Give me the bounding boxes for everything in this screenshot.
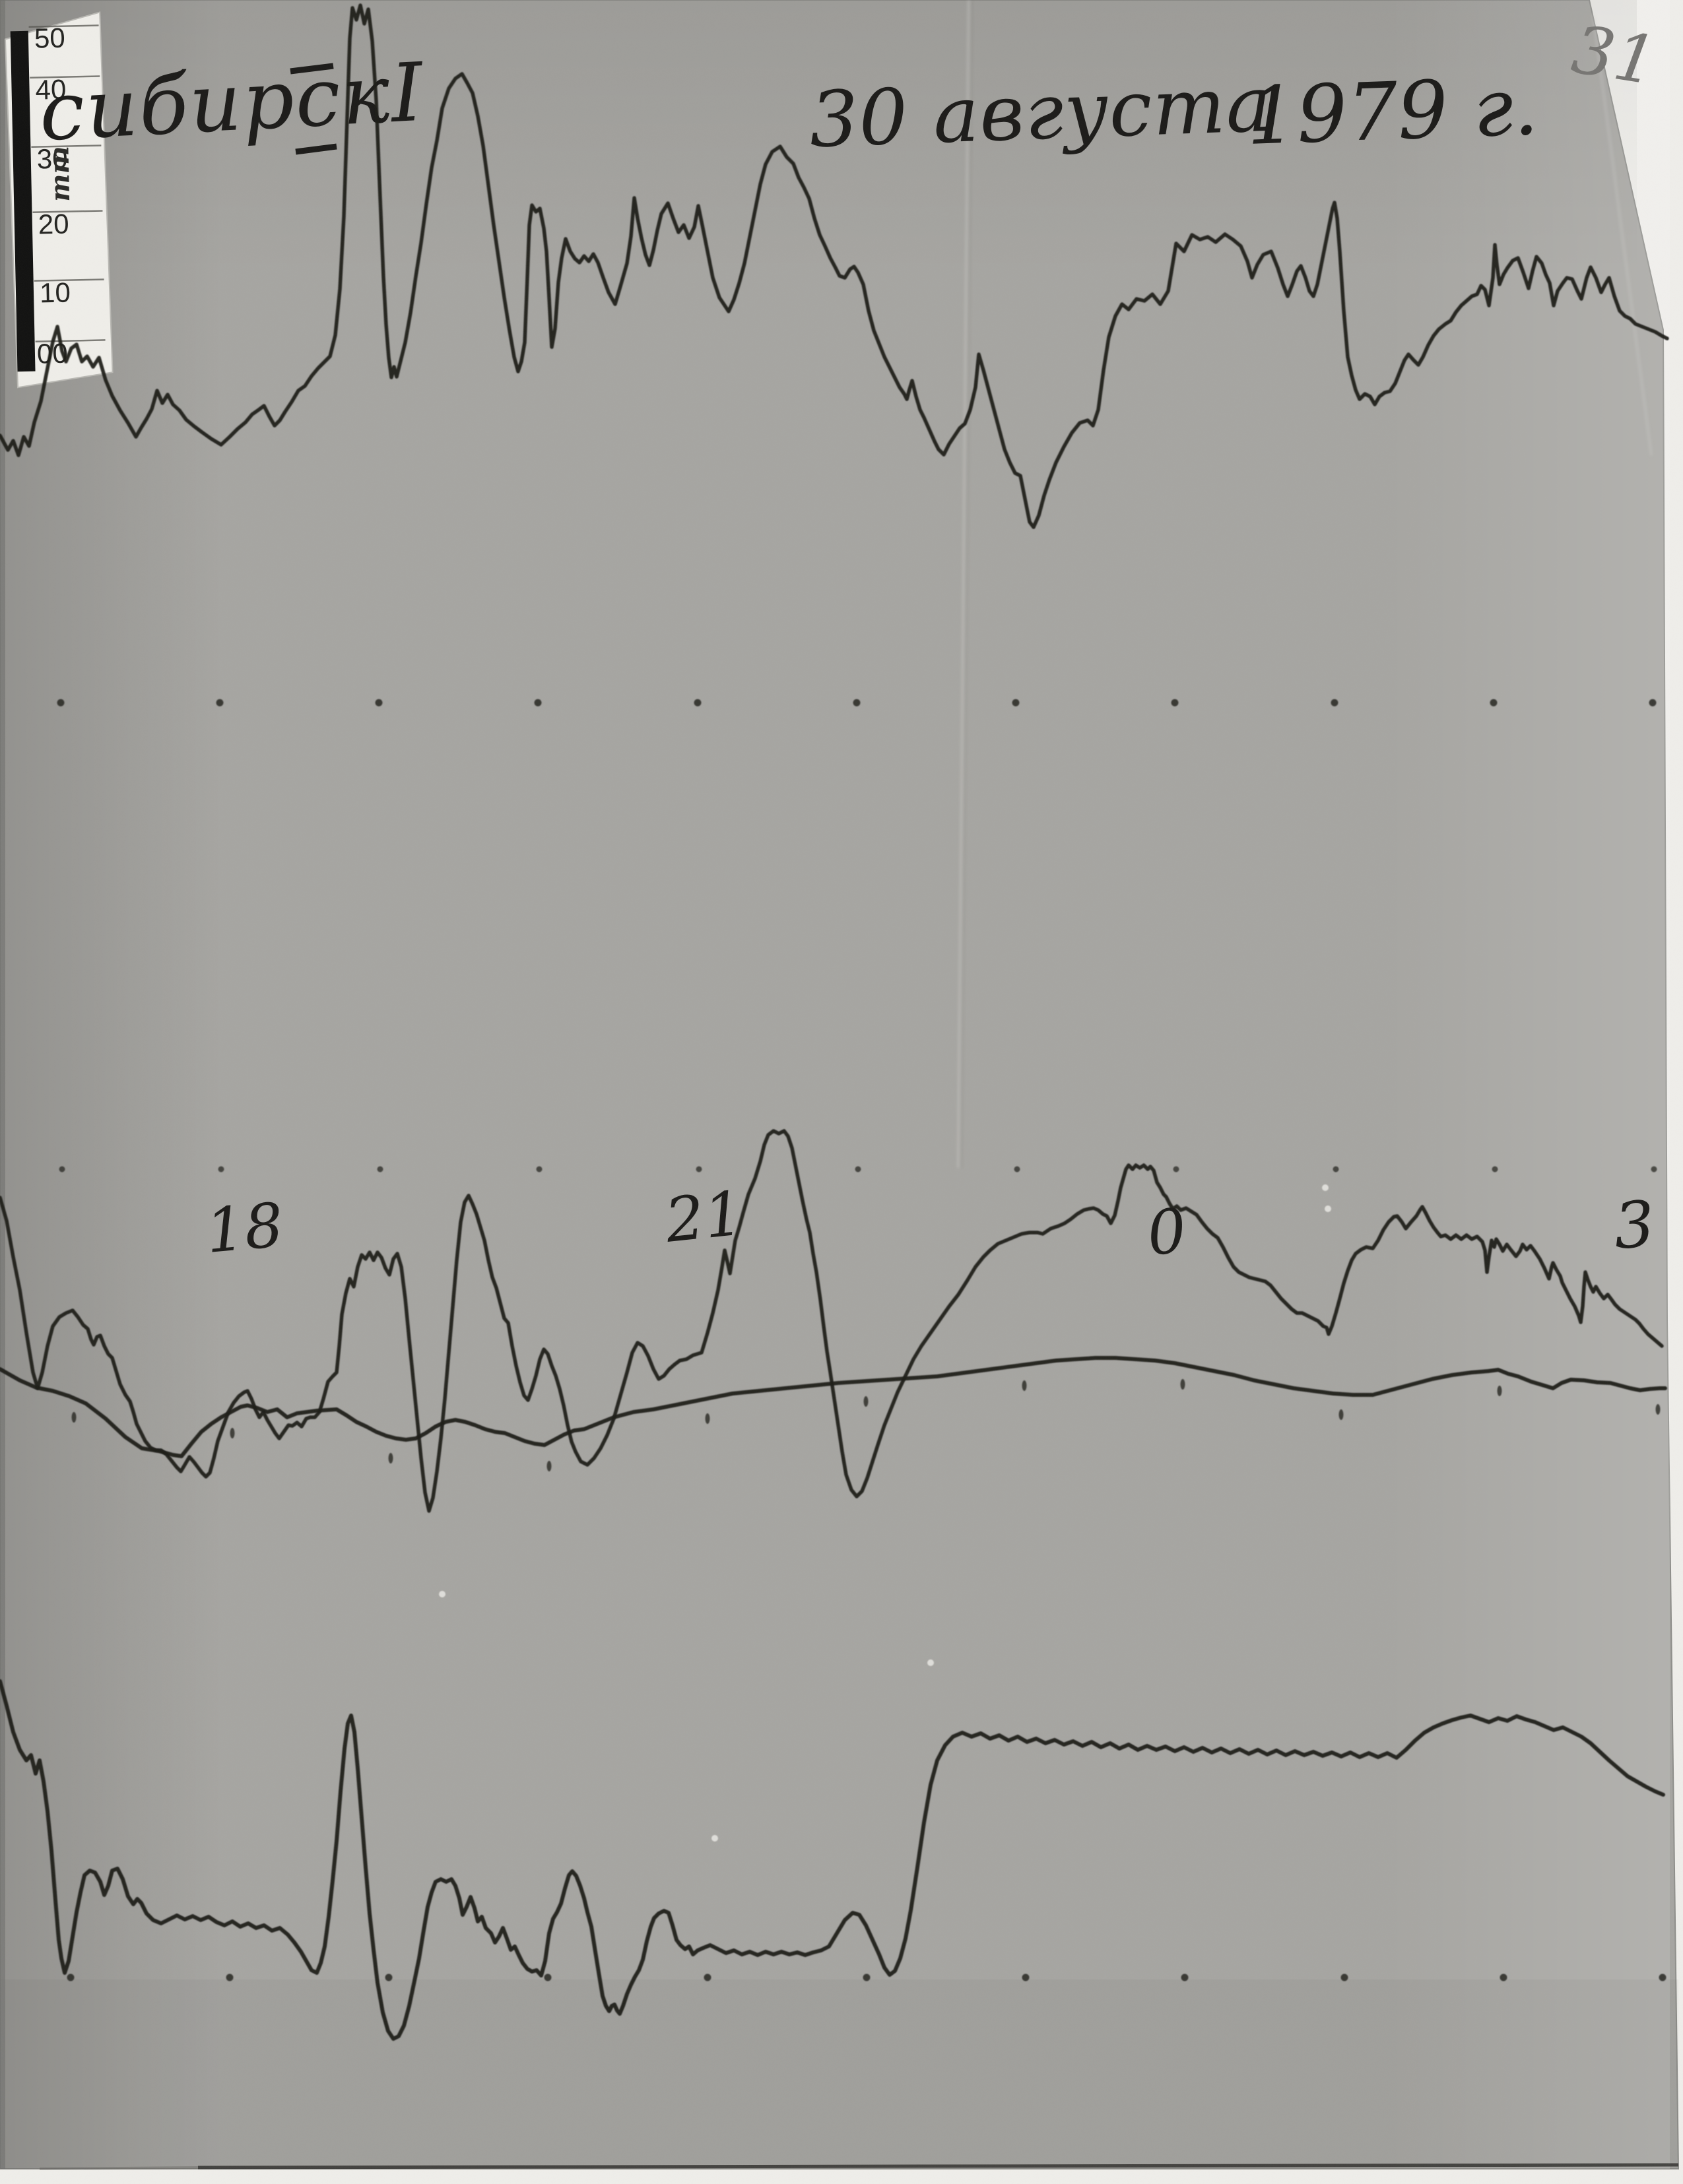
magnetogram-sheet: 50 40 30 20 10 00 mm сибирскI 30 августа… — [0, 0, 1683, 2184]
grain-overlay — [0, 0, 1683, 2184]
